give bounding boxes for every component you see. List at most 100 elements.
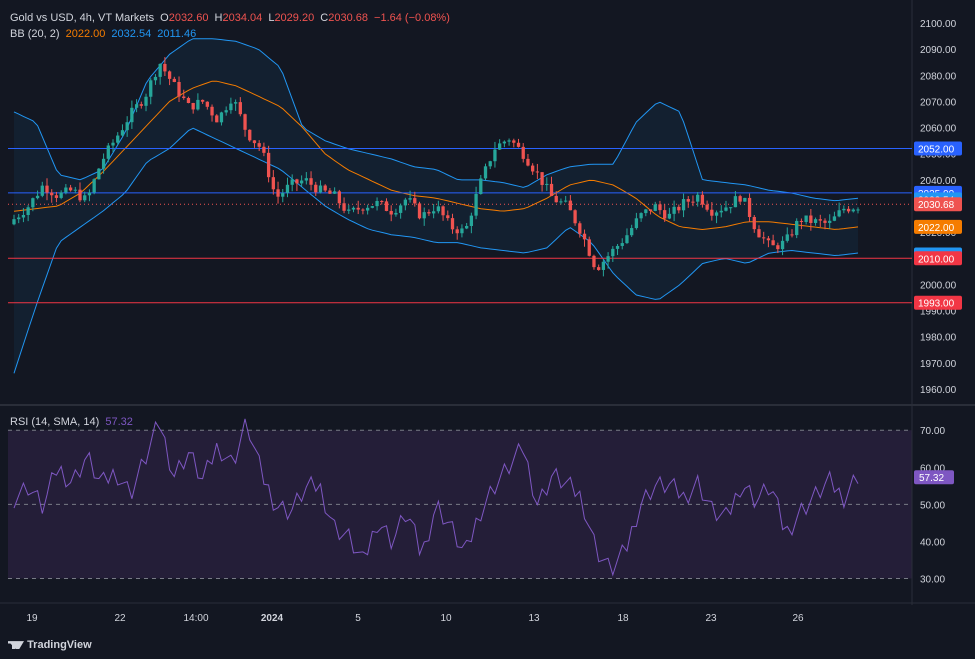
time-tick-label: 2024 (261, 613, 284, 624)
candle (441, 206, 445, 216)
candle (630, 228, 634, 236)
candle (97, 168, 101, 180)
candle (139, 104, 143, 106)
change-value: −1.64 (−0.08%) (374, 12, 450, 24)
candle (233, 102, 238, 104)
candle (356, 207, 360, 210)
candle (446, 215, 450, 219)
candle (686, 199, 690, 202)
candle (818, 219, 822, 221)
candle (488, 161, 492, 167)
candle (455, 229, 459, 234)
candle (634, 218, 639, 229)
candle (370, 206, 374, 208)
candle (153, 76, 158, 81)
candle (243, 114, 247, 130)
candle (332, 191, 337, 194)
candle (257, 143, 261, 147)
candle (483, 166, 488, 179)
bb-basis-line (13, 80, 859, 231)
candle (106, 145, 110, 159)
low-label: L (268, 12, 275, 24)
rsi-tick-label: 30.00 (920, 574, 945, 585)
candle (295, 179, 299, 184)
candle (752, 217, 756, 230)
candle (149, 80, 153, 97)
open-value: 2032.60 (168, 12, 209, 24)
price-tag: 2022.00 (914, 219, 962, 234)
candle (266, 152, 271, 178)
candle (587, 239, 591, 256)
candle (210, 106, 214, 116)
candle (380, 200, 384, 202)
rsi-tick-label: 50.00 (920, 500, 945, 511)
candle (177, 81, 181, 97)
candle (545, 183, 549, 185)
candle (573, 210, 577, 224)
rsi-tick-label: 70.00 (920, 426, 945, 437)
high-value: 2034.04 (222, 12, 263, 24)
price-tag-box (914, 141, 962, 156)
candle (40, 185, 44, 196)
candle (252, 140, 257, 144)
price-tick-label: 1960.00 (920, 385, 957, 396)
candle (158, 63, 162, 77)
candle (672, 206, 676, 214)
time-tick-label: 19 (26, 613, 38, 624)
candle (832, 216, 837, 221)
rsi-tick-label: 60.00 (920, 463, 945, 474)
tradingview-logo[interactable]: TradingView (8, 639, 92, 651)
candle (526, 158, 530, 166)
candle (507, 140, 511, 142)
candle (531, 165, 535, 172)
candle (540, 172, 544, 185)
rsi-legend[interactable]: RSI (14, SMA, 14) 57.32 (10, 416, 136, 428)
candle (219, 112, 224, 123)
candle (262, 146, 266, 153)
candle (700, 194, 705, 205)
price-tag-label: 2030.68 (918, 200, 955, 211)
candle (714, 212, 719, 216)
price-tick-label: 1970.00 (920, 359, 957, 370)
candle (828, 220, 832, 223)
candle (620, 243, 624, 246)
candle (776, 245, 780, 250)
bb-legend[interactable]: BB (20, 2) 2022.00 2032.54 2011.46 (10, 28, 199, 40)
candle (408, 198, 412, 200)
candle (644, 209, 648, 214)
candle (658, 204, 662, 211)
candle (757, 229, 761, 238)
candle (365, 207, 370, 211)
candle (64, 187, 68, 193)
candle (719, 210, 723, 213)
candle (299, 180, 304, 184)
candle (823, 220, 827, 223)
candle (766, 238, 771, 241)
candle (87, 192, 92, 196)
candle (83, 195, 87, 201)
candle (813, 219, 818, 223)
candle (342, 203, 346, 211)
candle (50, 192, 54, 196)
candle (479, 178, 483, 195)
time-tick-label: 22 (114, 613, 126, 624)
candle (846, 208, 851, 212)
price-tag-label: 2022.00 (918, 223, 955, 234)
candle (111, 142, 115, 146)
time-tick-label: 5 (355, 613, 361, 624)
candle (762, 237, 766, 239)
candle (521, 146, 525, 159)
candle (422, 212, 426, 219)
candle (681, 199, 686, 211)
candle (389, 210, 393, 215)
candle (398, 205, 403, 213)
candle (45, 185, 49, 193)
candle (417, 203, 422, 219)
candle (101, 158, 106, 169)
candle (780, 240, 785, 250)
candle (460, 228, 464, 234)
candle (450, 218, 455, 230)
candle (785, 234, 789, 241)
price-tick-label: 2000.00 (920, 280, 957, 291)
